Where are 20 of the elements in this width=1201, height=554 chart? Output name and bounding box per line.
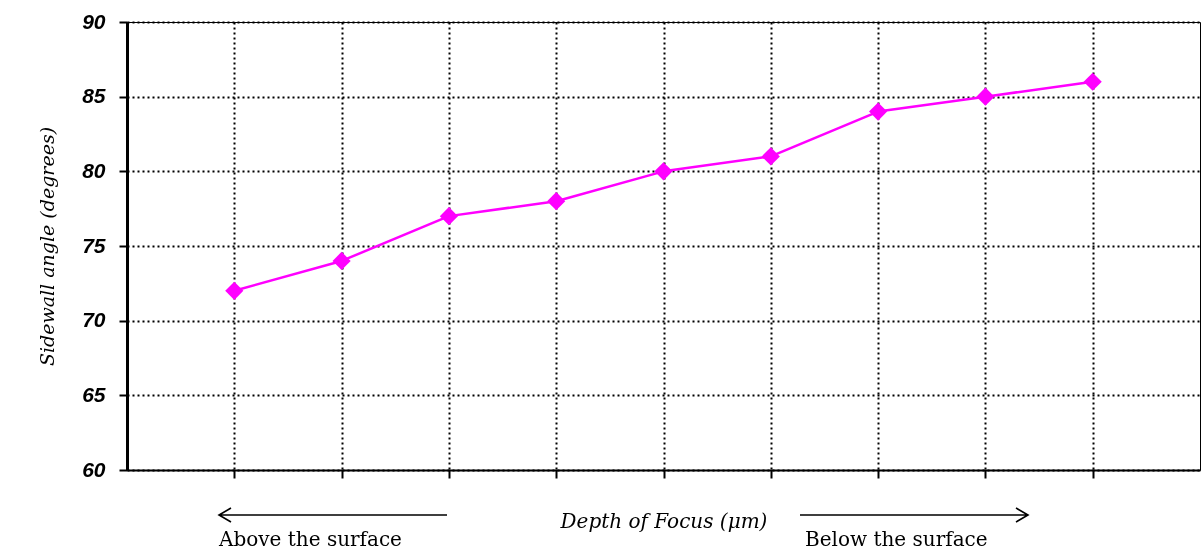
point bbox=[869, 102, 888, 121]
point bbox=[547, 192, 566, 211]
y-tick-label: 80 bbox=[82, 158, 106, 182]
y-tick-label: 60 bbox=[82, 457, 106, 481]
text: Above the surface bbox=[219, 527, 402, 551]
text: Below the surface bbox=[805, 527, 988, 551]
x-axis-title: Depth of Focus (μm) bbox=[559, 508, 768, 533]
point bbox=[654, 162, 673, 181]
y-tick-label: 85 bbox=[82, 84, 106, 108]
point bbox=[1083, 72, 1102, 91]
point bbox=[976, 87, 995, 106]
point bbox=[332, 251, 351, 271]
y-tick-label: 75 bbox=[82, 233, 106, 257]
y-tick-label: 90 bbox=[82, 9, 106, 33]
y-axis-title: Sidewall angle (degrees) bbox=[36, 126, 59, 367]
y-tick-label: 70 bbox=[82, 308, 106, 332]
point bbox=[439, 207, 458, 226]
point bbox=[761, 147, 780, 166]
point bbox=[225, 281, 244, 300]
y-tick-label: 65 bbox=[82, 382, 106, 406]
